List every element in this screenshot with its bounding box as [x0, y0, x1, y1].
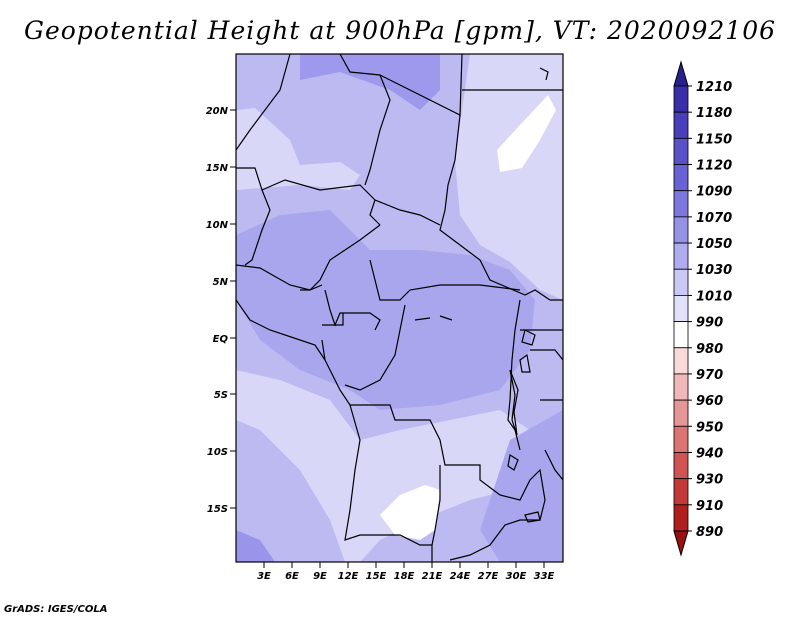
- border-line: [261, 179, 381, 226]
- lat-label: 10S: [207, 447, 228, 458]
- lon-label: 18E: [394, 571, 415, 582]
- colorbar-label: 930: [696, 473, 723, 488]
- lon-label: 12E: [338, 571, 359, 582]
- lake-outline: [509, 369, 519, 436]
- colorbar-label: 1030: [696, 263, 732, 278]
- lat-label: 10N: [206, 220, 229, 231]
- geopotential-shading: [236, 54, 563, 562]
- colorbar-segment: [673, 190, 689, 218]
- colorbar: 1210 1180 1150 1120 1090 1070 1050 1030 1010 990 9…: [673, 60, 732, 557]
- colorbar-segment: [673, 373, 689, 401]
- map-frame: [235, 53, 564, 563]
- colorbar-segment: [673, 425, 689, 453]
- border-line: [544, 449, 563, 481]
- lon-label: 6E: [285, 571, 299, 582]
- colorbar-segment: [673, 295, 689, 322]
- lat-label: 15N: [206, 163, 229, 174]
- colorbar-label: 1090: [696, 185, 732, 200]
- shading-light-northwest: [236, 108, 360, 190]
- colorbar-label: 980: [696, 342, 723, 357]
- colorbar-label: 1150: [696, 132, 732, 147]
- border-line: [344, 404, 433, 562]
- colorbar-label: 970: [696, 368, 723, 383]
- lon-label: 15E: [366, 571, 387, 582]
- lon-label: 9E: [313, 571, 327, 582]
- lake-outline: [507, 454, 519, 471]
- border-line: [236, 264, 323, 291]
- lon-label: 27E: [478, 571, 499, 582]
- border-line: [439, 114, 563, 301]
- colorbar-label: 1010: [696, 289, 732, 304]
- colorbar-label: 910: [696, 499, 723, 514]
- lat-label: EQ: [213, 334, 229, 345]
- colorbar-label: 940: [696, 446, 723, 461]
- border-line: [321, 339, 501, 496]
- colorbar-label: 1120: [696, 159, 732, 174]
- shading-mid-southwest: [236, 420, 345, 562]
- lat-label: 5S: [214, 390, 228, 401]
- colorbar-label: 1210: [696, 80, 732, 95]
- lake-outline: [521, 329, 536, 346]
- border-line: [364, 74, 391, 186]
- colorbar-segment: [673, 452, 689, 480]
- border-line: [369, 259, 521, 301]
- colorbar-segment: [673, 478, 689, 506]
- shading-dark-north: [300, 54, 440, 110]
- colorbar-segment: [673, 504, 689, 532]
- colorbar-label: 1180: [696, 106, 732, 121]
- colorbar-label: 890: [696, 525, 723, 540]
- lake-outline: [519, 353, 531, 373]
- colorbar-label: 960: [696, 394, 723, 409]
- colorbar-segment: [673, 242, 689, 270]
- shading-dark-central: [236, 210, 535, 410]
- lon-label: 33E: [534, 571, 555, 582]
- colorbar-segment: [673, 111, 689, 139]
- border-line: [236, 167, 271, 266]
- lon-label: 21E: [422, 571, 443, 582]
- border-line: [374, 199, 441, 226]
- colorbar-segment: [673, 268, 689, 296]
- border-line: [322, 313, 344, 326]
- coastline: [539, 67, 549, 81]
- colorbar-segment: [673, 321, 689, 349]
- colorbar-label: 1070: [696, 211, 732, 226]
- colorbar-segment: [673, 347, 689, 375]
- colorbar-segment: [673, 164, 689, 192]
- lat-label: 20N: [206, 106, 229, 117]
- colorbar-segment: [673, 137, 689, 165]
- lon-label: 3E: [257, 571, 271, 582]
- shading-white-northeast: [497, 95, 556, 172]
- shading-dark-southeast: [480, 410, 563, 562]
- grads-credit: GrADS: IGES/COLA: [4, 604, 108, 615]
- river-line: [414, 315, 453, 321]
- colorbar-top-triangle: [673, 60, 689, 87]
- shading-darkest-southwest: [236, 530, 275, 562]
- lon-label: 24E: [450, 571, 471, 582]
- colorbar-segment: [673, 216, 689, 244]
- colorbar-segment: [673, 399, 689, 427]
- shading-white-south: [380, 485, 440, 540]
- lake-outline: [524, 511, 541, 523]
- lat-label: 15S: [207, 504, 228, 515]
- lon-axis: 3E 6E 9E 12E 15E 18E 21E 24E 27E 30E 33E: [257, 562, 555, 582]
- map-title: Geopotential Height at 900hPa [gpm], VT:…: [23, 16, 777, 45]
- colorbar-segment: [673, 85, 689, 113]
- coastline: [236, 299, 326, 361]
- border-line: [530, 349, 563, 361]
- colorbar-label: 950: [696, 420, 723, 435]
- lon-label: 30E: [506, 571, 527, 582]
- lat-axis: 20N 15N 10N 5N EQ 5S 10S 15S: [206, 106, 236, 515]
- lat-label: 5N: [213, 277, 229, 288]
- colorbar-label: 990: [696, 316, 723, 331]
- border-line: [431, 465, 441, 546]
- border-line: [344, 304, 406, 391]
- border-line: [236, 54, 291, 151]
- border-line: [324, 289, 381, 331]
- colorbar-label: 1050: [696, 237, 732, 252]
- country-borders: [236, 54, 563, 562]
- colorbar-bottom-triangle: [673, 530, 689, 557]
